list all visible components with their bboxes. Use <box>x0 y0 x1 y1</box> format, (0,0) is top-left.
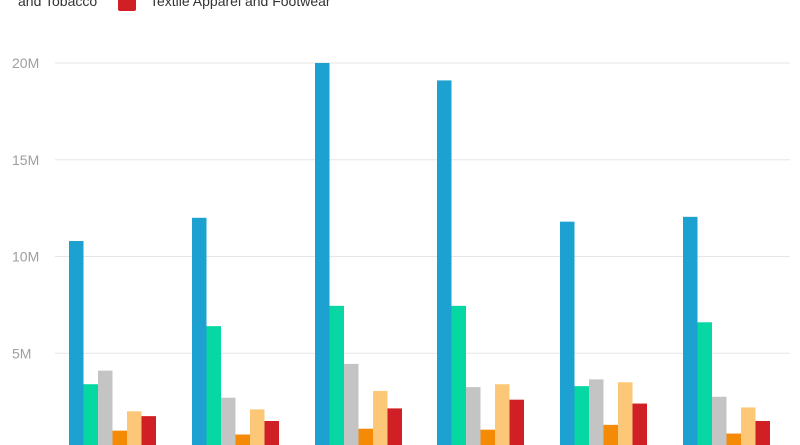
y-tick-label: 5M <box>12 345 31 361</box>
bar-series-3-group-5 <box>589 379 604 445</box>
bar-series-6-group-5 <box>632 403 647 445</box>
bar-series-2-group-5 <box>574 386 589 445</box>
bar-series-5-group-5 <box>618 382 633 445</box>
y-tick-label: 15M <box>12 152 39 168</box>
bar-series-4-group-5 <box>603 424 618 445</box>
legend-swatch-textile <box>118 0 136 11</box>
bar-series-3-group-4 <box>466 387 481 445</box>
bar-series-1-group-2 <box>192 217 207 445</box>
bar-series-3-group-2 <box>221 397 236 445</box>
bar-series-5-group-6 <box>741 407 756 445</box>
legend-label-and-tobacco: and Tobacco <box>18 0 97 9</box>
bars <box>69 63 770 445</box>
y-tick-label: 20M <box>12 55 39 71</box>
bar-series-1-group-1 <box>69 241 84 445</box>
bar-series-4-group-4 <box>480 429 495 445</box>
bar-series-5-group-2 <box>250 409 265 445</box>
bar-series-4-group-3 <box>358 428 373 445</box>
bar-series-2-group-1 <box>83 384 98 445</box>
bar-series-2-group-2 <box>206 326 221 445</box>
gridlines: 5M 10M 15M 20M <box>12 55 790 361</box>
bar-series-6-group-6 <box>755 420 770 445</box>
bar-series-6-group-1 <box>141 416 156 445</box>
bar-series-2-group-6 <box>697 322 712 445</box>
bar-series-6-group-3 <box>387 408 402 445</box>
bar-series-3-group-1 <box>98 370 113 445</box>
legend-label-textile-apparel-footwear: Textile Apparel and Footwear <box>150 0 331 9</box>
bar-series-3-group-3 <box>344 363 359 445</box>
bar-series-4-group-2 <box>235 434 250 445</box>
bar-series-4-group-6 <box>726 433 741 445</box>
legend: and Tobacco Textile Apparel and Footwear <box>18 0 331 11</box>
bar-series-5-group-4 <box>495 384 510 445</box>
bar-series-1-group-6 <box>683 216 698 445</box>
bar-series-4-group-1 <box>112 430 127 445</box>
bar-series-3-group-6 <box>712 396 727 445</box>
bar-series-2-group-3 <box>329 305 344 445</box>
bar-series-1-group-3 <box>315 63 330 445</box>
bar-series-1-group-5 <box>560 221 575 445</box>
y-tick-label: 10M <box>12 249 39 265</box>
bar-series-2-group-4 <box>451 305 466 445</box>
bar-series-5-group-1 <box>127 411 142 445</box>
bar-series-6-group-2 <box>264 420 279 445</box>
bar-series-5-group-3 <box>373 390 388 445</box>
bar-series-6-group-4 <box>509 399 524 445</box>
bar-series-1-group-4 <box>437 80 452 445</box>
